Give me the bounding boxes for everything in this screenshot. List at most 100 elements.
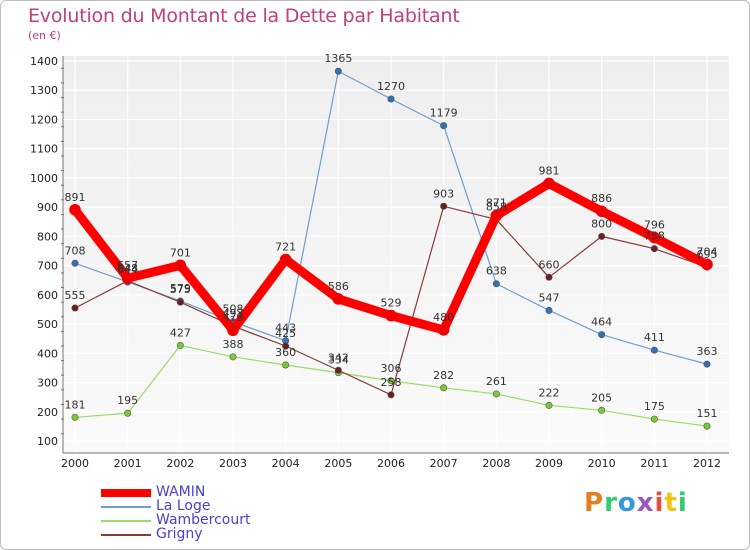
proxiti-logo: Proxiti (584, 488, 688, 518)
y-tick-label: 1000 (30, 172, 58, 185)
logo-letter: t (664, 488, 678, 518)
data-point (387, 391, 395, 399)
data-label: 282 (433, 369, 454, 382)
data-point (176, 341, 184, 349)
data-point (701, 258, 713, 271)
data-point (598, 331, 606, 339)
data-point (174, 259, 187, 272)
chart-title: Evolution du Montant de la Dette par Hab… (28, 5, 460, 27)
data-point (69, 203, 81, 216)
data-label: 195 (117, 394, 138, 407)
data-point (650, 245, 658, 253)
series-wambercourt (71, 341, 711, 430)
data-label: 800 (591, 217, 612, 230)
data-point (545, 306, 553, 314)
data-label: 758 (644, 230, 665, 243)
data-label: 480 (433, 311, 454, 324)
data-point (598, 406, 606, 414)
data-point (227, 324, 239, 337)
data-label: 903 (433, 187, 454, 200)
x-tick-label: 2005 (324, 457, 352, 470)
data-point (595, 205, 608, 218)
data-point (121, 272, 134, 284)
legend-swatch (101, 520, 151, 522)
series-group (69, 67, 713, 430)
data-point (492, 280, 500, 288)
y-tick-label: 300 (37, 377, 58, 390)
data-label: 704 (697, 245, 718, 258)
data-point (124, 409, 132, 417)
data-label: 644 (117, 263, 138, 276)
data-point (437, 324, 450, 336)
data-label: 547 (539, 291, 560, 304)
data-label: 342 (328, 351, 349, 364)
data-label: 555 (65, 289, 86, 302)
x-tick-label: 2001 (114, 457, 142, 470)
data-label: 151 (697, 407, 718, 420)
x-tick-label: 2004 (272, 457, 300, 470)
data-point (440, 122, 448, 130)
data-label: 575 (170, 283, 191, 296)
data-point (229, 353, 237, 361)
data-point (334, 366, 342, 374)
data-label: 660 (539, 258, 560, 271)
data-label: 871 (486, 197, 507, 210)
data-point (71, 413, 79, 421)
data-label: 579 (170, 282, 191, 295)
data-label: 427 (170, 326, 191, 339)
data-label: 306 (381, 362, 402, 375)
data-label: 181 (65, 398, 86, 411)
data-label: 205 (591, 391, 612, 404)
data-label: 695 (697, 248, 718, 261)
data-label: 858 (486, 200, 507, 213)
data-point (598, 232, 606, 240)
data-label: 425 (275, 327, 296, 340)
data-label: 708 (65, 244, 86, 257)
data-label: 464 (591, 316, 612, 329)
data-label: 796 (644, 219, 665, 232)
plot-area (63, 56, 729, 453)
data-point (492, 390, 500, 398)
series-wamin (69, 177, 713, 337)
legend-swatch (101, 534, 151, 536)
data-point (545, 401, 553, 409)
legend-label: La Loge (156, 498, 211, 514)
data-labels: 891 657 701 479 721 586 529 480 871 981 886 796 704 7… (65, 52, 718, 420)
legend-swatch (101, 489, 151, 497)
y-tick-label: 200 (37, 406, 58, 419)
data-label: 1270 (377, 80, 405, 93)
logo-letter: P (584, 488, 605, 518)
data-label: 701 (170, 246, 191, 259)
x-tick-label: 2006 (377, 457, 405, 470)
data-label: 886 (591, 192, 612, 205)
x-tick-label: 2009 (535, 457, 563, 470)
logo-letter: o (617, 488, 637, 518)
logo-letter: r (604, 488, 618, 518)
axes: 100 200 300 400 500 600 700 800 900 1000 1100 1200 1… (30, 55, 729, 470)
chart-subtitle: (en €) (28, 29, 61, 42)
data-point (282, 342, 290, 350)
legend-label: Grigny (156, 526, 203, 542)
data-label: 529 (381, 297, 402, 310)
legend-swatch (101, 506, 151, 508)
data-label: 388 (223, 338, 244, 351)
data-point (650, 415, 658, 423)
data-label: 638 (486, 265, 507, 278)
data-point (650, 346, 658, 354)
data-label: 175 (644, 400, 665, 413)
data-label: 508 (223, 303, 244, 316)
y-tick-label: 1100 (30, 143, 58, 156)
data-point (176, 298, 184, 306)
data-point (703, 360, 711, 368)
data-point (387, 377, 395, 385)
data-label: 1179 (430, 107, 458, 120)
data-point (440, 384, 448, 392)
y-tick-label: 400 (37, 347, 58, 360)
x-tick-label: 2000 (61, 457, 89, 470)
legend-label: WAMIN (156, 484, 206, 500)
data-point (385, 309, 397, 322)
data-label: 981 (539, 164, 560, 177)
data-label: 657 (117, 259, 138, 272)
